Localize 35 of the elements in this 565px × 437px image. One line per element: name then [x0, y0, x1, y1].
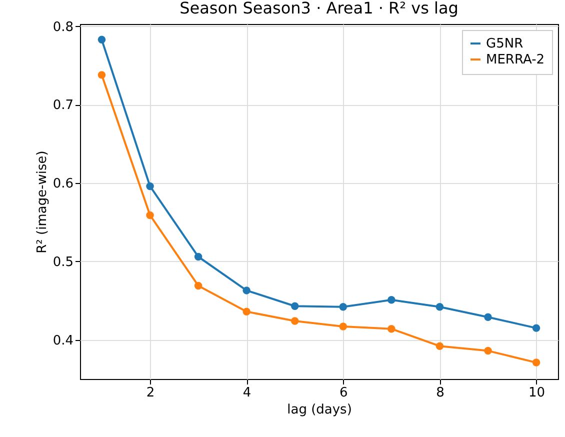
- point: [339, 303, 348, 311]
- point: [436, 303, 444, 311]
- point: [436, 342, 444, 350]
- point: [532, 358, 540, 366]
- point: [194, 282, 202, 290]
- point: [532, 324, 540, 332]
- x-tick-label: 4: [242, 386, 252, 400]
- x-tick-label: 6: [340, 386, 348, 400]
- point: [98, 36, 106, 44]
- x-tick-label: 8: [436, 386, 444, 400]
- x-tick-label: 10: [528, 386, 546, 400]
- point: [290, 317, 299, 325]
- point: [290, 302, 299, 310]
- point: [146, 211, 154, 220]
- y-tick-label: 0.6: [52, 176, 74, 192]
- point: [339, 322, 348, 330]
- x-tick-label: 2: [146, 386, 155, 400]
- point: [484, 346, 492, 355]
- point: [98, 71, 106, 79]
- point: [194, 252, 202, 261]
- point: [484, 313, 492, 321]
- point: [388, 324, 396, 333]
- point: [146, 182, 154, 190]
- y-tick-label: 0.8: [52, 20, 74, 35]
- y-tick-label: 0.5: [52, 254, 74, 270]
- y-tick-label: 0.7: [52, 98, 74, 114]
- point: [388, 296, 396, 304]
- point: [242, 286, 250, 294]
- y-tick-label: 0.4: [52, 333, 74, 348]
- legend-label: MERRA-2: [486, 52, 545, 68]
- x-axis-title: lag (days): [287, 402, 352, 418]
- chart-title: Season Season3 · Area1 · R² vs lag: [180, 0, 458, 18]
- legend-label: G5NR: [486, 36, 524, 52]
- y-axis-title: R² (image-wise): [34, 150, 50, 254]
- point: [242, 308, 250, 316]
